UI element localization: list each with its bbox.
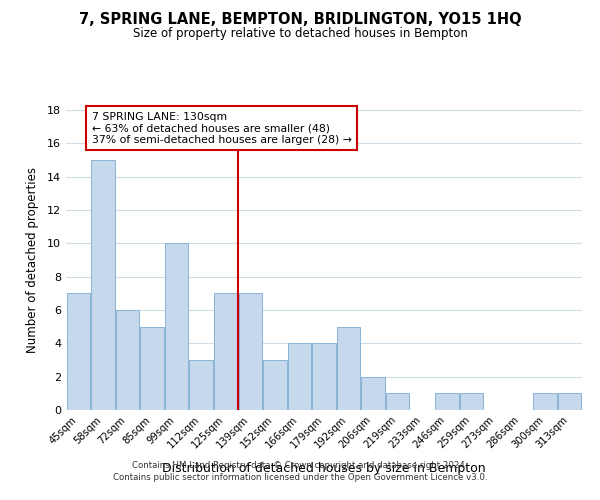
Bar: [386, 394, 409, 410]
Bar: [165, 244, 188, 410]
Text: 7, SPRING LANE, BEMPTON, BRIDLINGTON, YO15 1HQ: 7, SPRING LANE, BEMPTON, BRIDLINGTON, YO…: [79, 12, 521, 28]
Bar: [214, 294, 238, 410]
Y-axis label: Number of detached properties: Number of detached properties: [26, 167, 38, 353]
Bar: [435, 394, 458, 410]
Bar: [288, 344, 311, 410]
Bar: [337, 326, 360, 410]
Bar: [67, 294, 90, 410]
Bar: [460, 394, 483, 410]
Bar: [91, 160, 115, 410]
Text: 7 SPRING LANE: 130sqm
← 63% of detached houses are smaller (48)
37% of semi-deta: 7 SPRING LANE: 130sqm ← 63% of detached …: [92, 112, 352, 145]
Bar: [558, 394, 581, 410]
Bar: [361, 376, 385, 410]
Bar: [190, 360, 213, 410]
X-axis label: Distribution of detached houses by size in Bempton: Distribution of detached houses by size …: [162, 462, 486, 474]
Text: Contains HM Land Registry data © Crown copyright and database right 2024.
Contai: Contains HM Land Registry data © Crown c…: [113, 461, 487, 482]
Bar: [263, 360, 287, 410]
Bar: [116, 310, 139, 410]
Bar: [533, 394, 557, 410]
Bar: [239, 294, 262, 410]
Text: Size of property relative to detached houses in Bempton: Size of property relative to detached ho…: [133, 28, 467, 40]
Bar: [140, 326, 164, 410]
Bar: [313, 344, 335, 410]
